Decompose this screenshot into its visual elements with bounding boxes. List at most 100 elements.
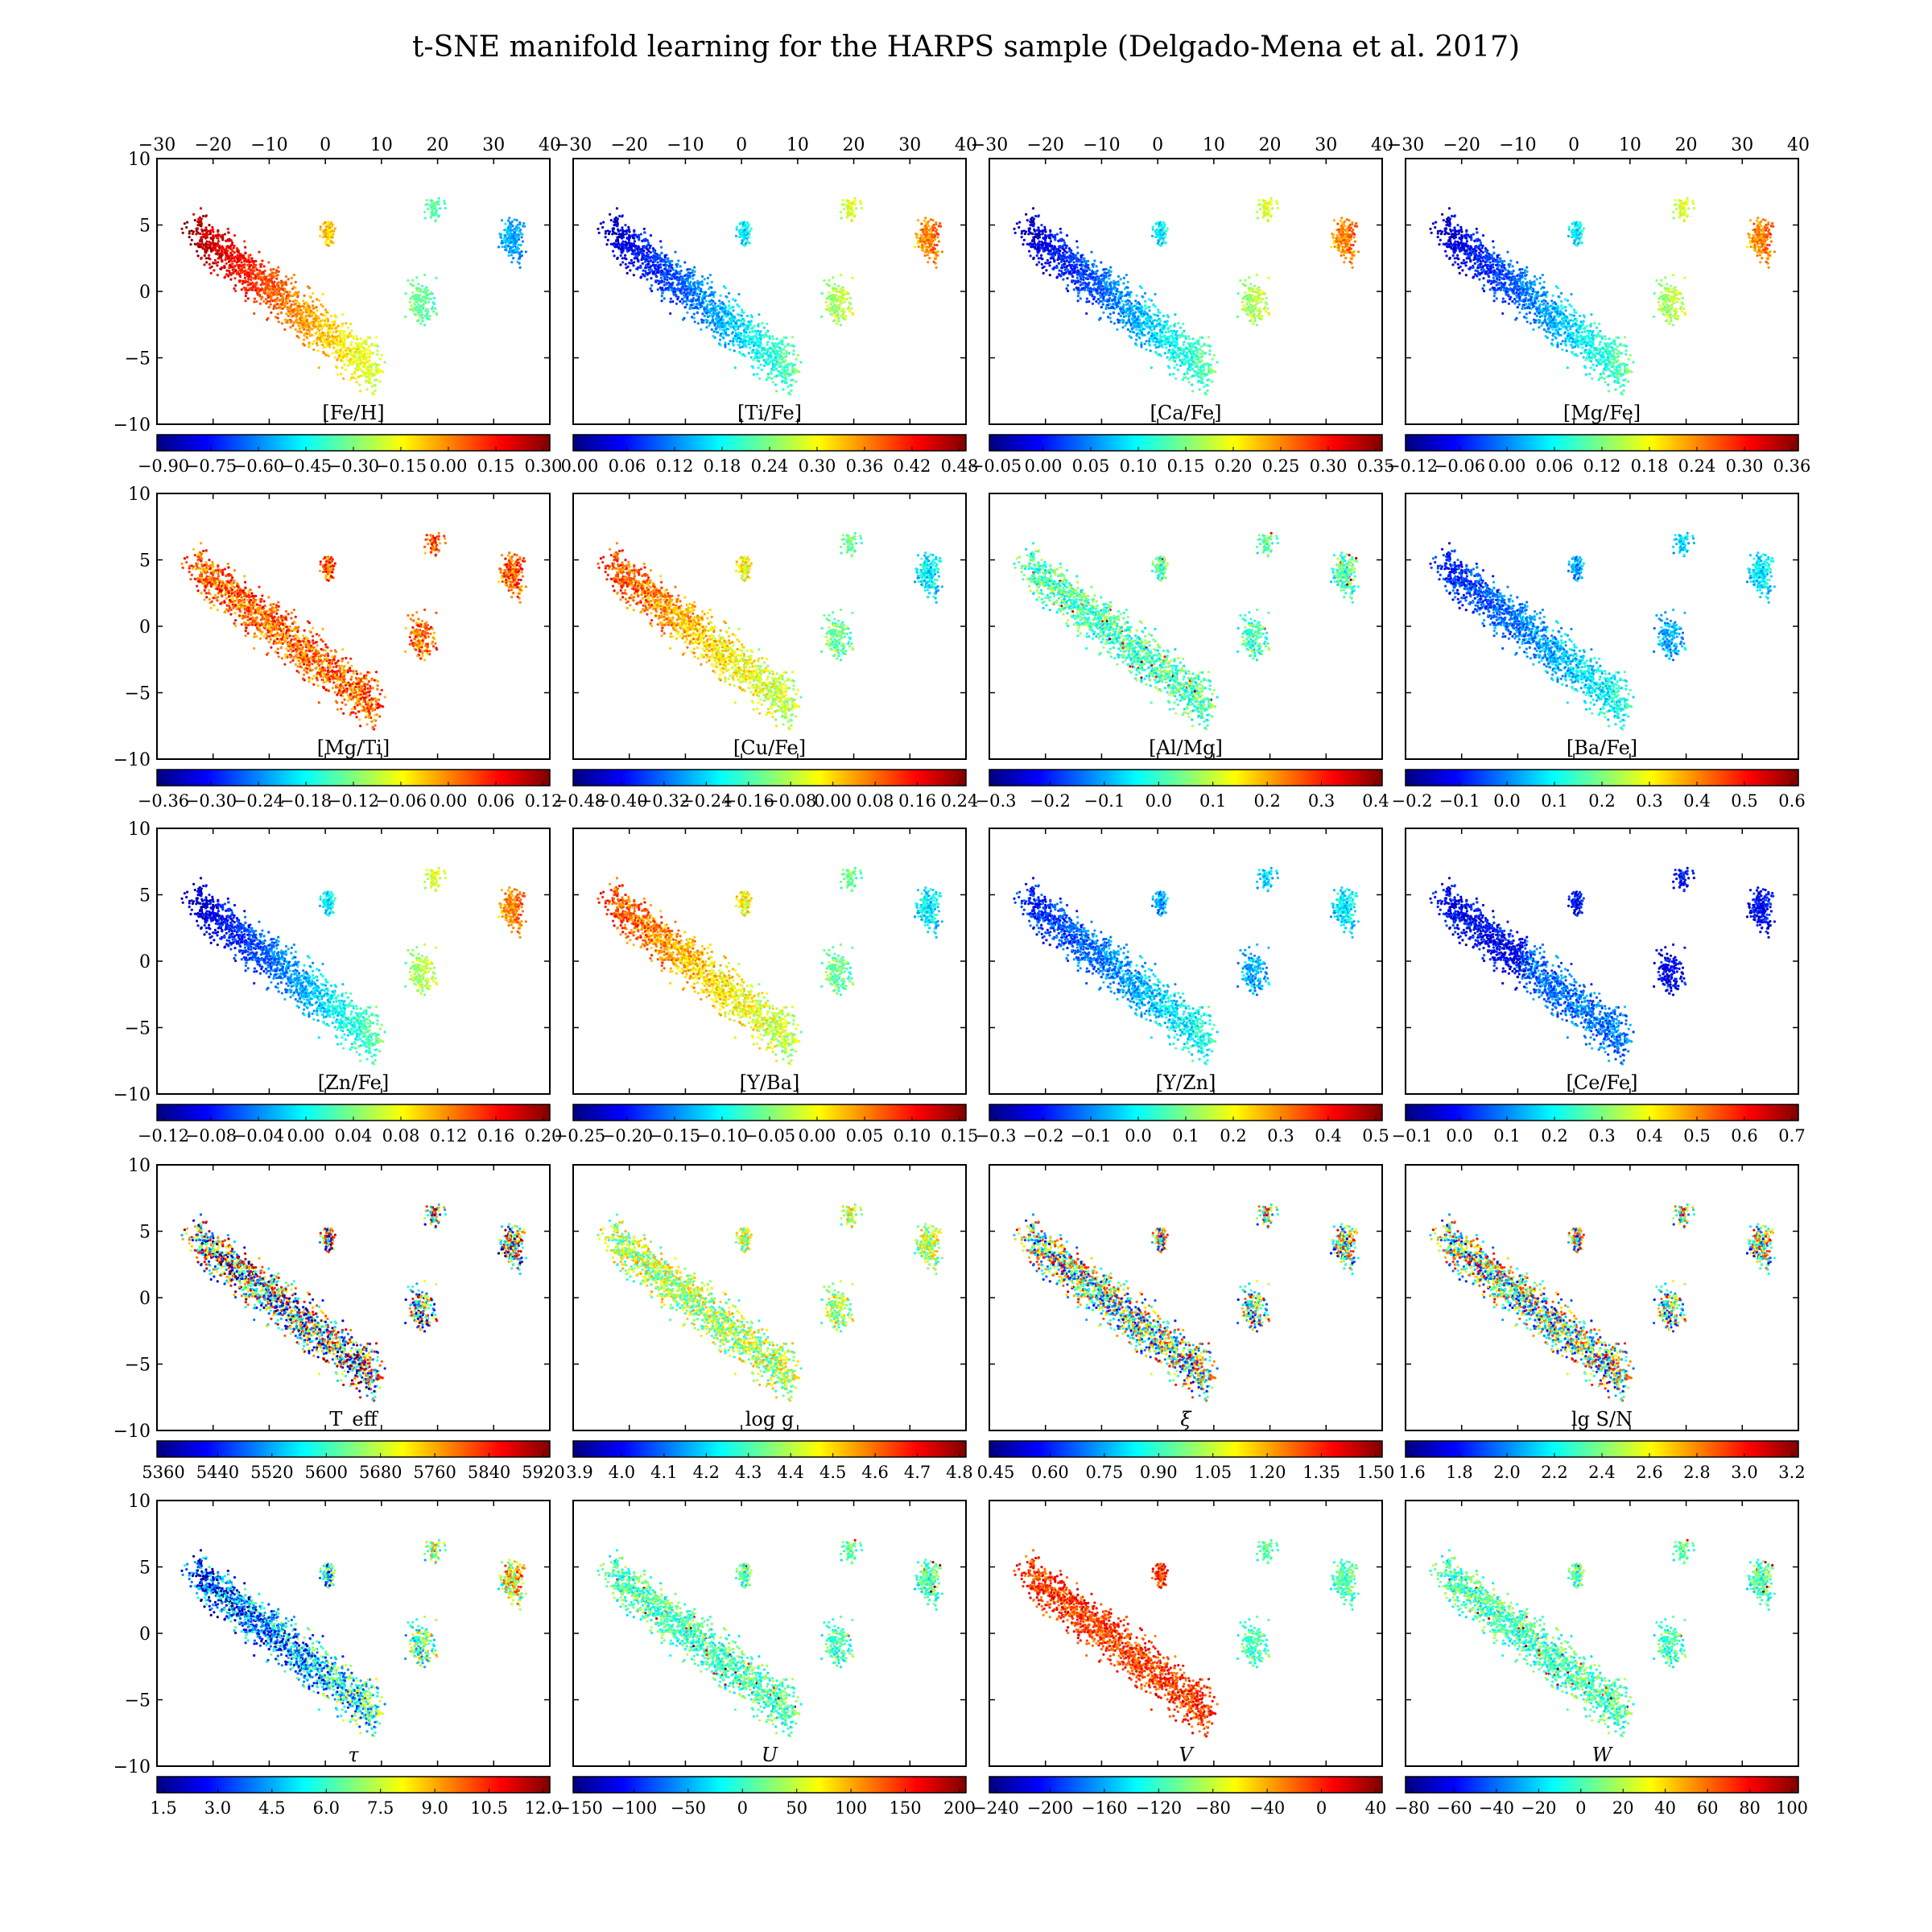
scatter-point — [234, 284, 237, 287]
scatter-point — [302, 311, 304, 313]
scatter-point — [336, 366, 338, 369]
scatter-point — [316, 298, 318, 300]
scatter-point — [342, 378, 345, 380]
scatter-point — [303, 295, 306, 297]
scatter-point — [366, 353, 369, 355]
scatter-point — [275, 271, 278, 274]
scatter-point — [375, 336, 378, 338]
scatter-point — [233, 259, 236, 262]
scatter-point — [234, 269, 237, 271]
scatter-point — [338, 330, 341, 332]
scatter-point — [255, 300, 258, 303]
scatter-point — [316, 331, 318, 333]
scatter-point — [312, 343, 314, 345]
scatter-point — [357, 345, 359, 347]
scatter-point — [374, 390, 377, 392]
scatter-point — [205, 232, 208, 234]
scatter-point — [185, 226, 188, 229]
scatter-point — [202, 215, 204, 217]
scatter-point — [267, 261, 270, 263]
scatter-point — [332, 331, 335, 333]
scatter-point — [211, 266, 213, 268]
scatter-point — [270, 303, 272, 306]
scatter-point — [277, 313, 279, 316]
scatter-point — [305, 301, 308, 303]
scatter-point — [283, 293, 285, 295]
scatter-point — [243, 240, 246, 242]
scatter-point — [285, 321, 287, 324]
scatter-point — [312, 308, 315, 310]
scatter-point — [379, 358, 382, 361]
scatter-point — [368, 381, 370, 383]
scatter-point — [339, 332, 341, 335]
subplot-1: −30 −20 −10 0 10 20 30 401050−5−10[Fe/H]−0.90−0… — [114, 135, 563, 476]
scatter-point — [320, 328, 323, 330]
scatter-point — [292, 300, 295, 303]
scatter-point — [242, 264, 244, 266]
scatter-point — [324, 308, 327, 311]
scatter-point — [208, 224, 210, 226]
scatter-point — [374, 379, 376, 382]
scatter-point — [328, 355, 330, 357]
scatter-point — [257, 287, 259, 290]
scatter-point — [330, 315, 332, 317]
scatter-point — [199, 233, 201, 235]
scatter-point — [233, 251, 236, 254]
scatter-point — [356, 381, 358, 383]
scatter-point — [295, 303, 297, 305]
scatter-point — [205, 257, 208, 259]
scatter-point — [217, 240, 220, 242]
scatter-point — [319, 338, 321, 341]
scatter-point — [294, 287, 296, 289]
scatter-point — [312, 292, 314, 295]
scatter-point — [347, 359, 349, 361]
scatter-point — [239, 275, 242, 278]
scatter-point — [280, 312, 283, 314]
scatter-point — [182, 232, 184, 234]
scatter-point — [232, 269, 234, 271]
scatter-point — [196, 250, 198, 253]
scatter-point — [360, 337, 362, 340]
scatter-point — [246, 264, 249, 266]
scatter-point — [204, 247, 207, 250]
scatter-point — [270, 278, 273, 280]
scatter-point — [192, 213, 195, 216]
scatter-point — [316, 309, 319, 312]
scatter-point — [318, 299, 320, 302]
scatter-point — [372, 352, 374, 354]
scatter-point — [289, 299, 291, 302]
scatter-point — [221, 254, 223, 257]
scatter-point — [277, 281, 279, 283]
scatter-point — [328, 336, 331, 338]
scatter-point — [267, 288, 270, 291]
scatter-point — [277, 266, 279, 269]
scatter-point — [271, 271, 274, 274]
scatter-point — [287, 278, 290, 280]
scatter-point — [210, 272, 213, 275]
scatter-point — [341, 341, 344, 343]
scatter-point — [291, 324, 294, 327]
scatter-point — [316, 338, 318, 341]
scatter-point — [272, 308, 275, 310]
scatter-point — [290, 282, 292, 284]
scatter-point — [202, 247, 204, 250]
scatter-point — [261, 259, 263, 262]
scatter-point — [247, 278, 250, 280]
scatter-point — [214, 259, 217, 262]
scatter-point — [284, 319, 287, 321]
plot-frame — [157, 159, 550, 424]
scatter-point — [254, 264, 257, 266]
scatter-point — [263, 265, 266, 267]
scatter-point — [345, 322, 347, 324]
scatter-point — [270, 275, 273, 277]
scatter-point — [321, 332, 324, 334]
scatter-point — [340, 373, 342, 375]
scatter-point — [259, 276, 262, 279]
scatter-point — [354, 373, 357, 375]
scatter-point — [312, 304, 314, 307]
scatter-point — [217, 230, 219, 233]
scatter-point — [336, 374, 339, 376]
scatter-point — [303, 339, 305, 341]
scatter-point — [344, 337, 346, 340]
scatter-point — [270, 312, 272, 314]
